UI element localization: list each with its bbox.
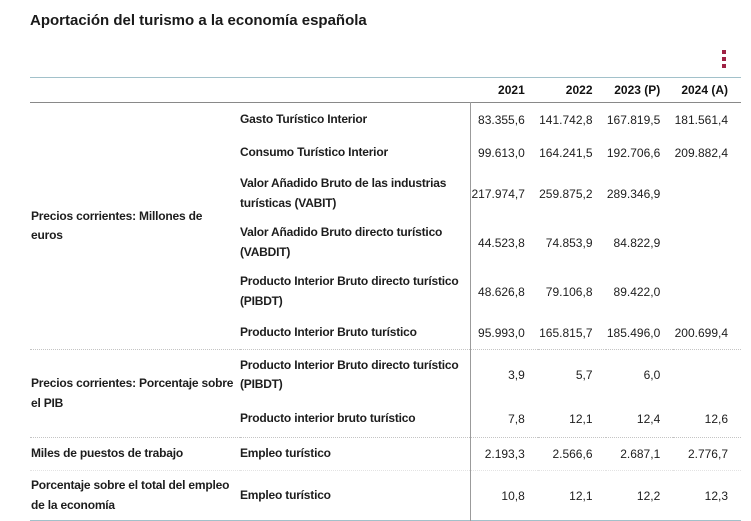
value-cell: 12,4 [636,411,661,426]
table-row: Valor Añadido Bruto de las industrias tu… [30,169,741,218]
group-label: Precios corrientes: Millones de euros [31,208,203,242]
row-label: Valor Añadido Bruto de las industrias tu… [240,176,447,210]
value-cell: 12,6 [704,411,728,426]
value-cell: 200.699,4 [674,325,728,340]
row-label: Empleo turístico [240,470,470,521]
group-label: Precios corrientes: Porcentaje sobre el … [30,349,240,438]
col-header-2023: 2023 (P) [614,83,661,97]
value-cell: 259.875,2 [539,186,593,201]
value-cell: 79.106,8 [545,284,593,299]
value-cell: 2.566,6 [537,437,606,471]
value-cell [673,218,741,267]
col-header-2021: 2021 [498,83,525,97]
data-table: 2021 2022 2023 (P) 2024 (A) Precios corr… [30,77,741,521]
value-cell: 12,1 [537,470,606,521]
row-label: Empleo turístico [240,437,470,471]
value-cell: 3,9 [469,349,538,400]
header-row: 2021 2022 2023 (P) 2024 (A) [30,77,741,103]
kebab-menu-icon[interactable] [716,47,732,71]
value-cell: 12,2 [605,470,674,521]
col-header-2022: 2022 [565,83,593,97]
row-label: Producto Interior Bruto turístico [240,324,417,339]
group-label: Miles de puestos de trabajo [30,437,240,471]
value-cell: 185.496,0 [606,325,661,340]
value-cell: 74.853,9 [545,235,593,250]
row-label: Producto Interior Bruto directo turístic… [240,274,459,308]
table-row: Consumo Turístico Interior 99.613,0 164.… [30,136,741,169]
row-label: Valor Añadido Bruto directo turístico (V… [240,225,443,259]
value-cell: 164.241,5 [539,145,593,160]
row-label: Producto Interior Bruto directo turístic… [240,349,470,400]
value-cell: 2.193,3 [469,437,538,471]
table-row: Miles de puestos de trabajo Empleo turís… [30,437,741,471]
row-label: Producto interior bruto turístico [240,410,416,425]
value-cell: 167.819,5 [606,112,661,127]
value-cell: 10,8 [469,470,538,521]
page-title: Aportación del turismo a la economía esp… [30,12,367,29]
value-cell: 6,0 [605,349,674,400]
table-row: Valor Añadido Bruto directo turístico (V… [30,218,741,267]
corner-cell [240,78,470,103]
table-row: Producto Interior Bruto directo turístic… [30,267,741,316]
value-cell: 141.742,8 [539,112,593,127]
value-cell: 5,7 [537,349,606,400]
value-cell: 181.561,4 [674,112,728,127]
value-cell: 44.523,8 [469,218,538,267]
value-cell: 95.993,0 [469,316,538,350]
row-label: Gasto Turístico Interior [240,111,367,126]
value-cell: 89.422,0 [613,284,661,299]
value-cell: 12,3 [673,470,741,521]
value-cell: 84.822,9 [613,235,661,250]
value-cell: 99.613,0 [469,136,538,169]
value-cell: 83.355,6 [469,102,538,136]
table-row: Porcentaje sobre el total del empleo de … [30,470,741,521]
table-row: Producto interior bruto turístico 7,8 12… [30,400,741,438]
kebab-dot [722,64,726,68]
data-table-wrapper: 2021 2022 2023 (P) 2024 (A) Precios corr… [30,77,741,521]
value-cell [673,267,741,316]
col-header-2024: 2024 (A) [681,83,728,97]
kebab-dot [722,57,726,61]
value-cell: 7,8 [469,400,538,438]
value-cell [673,169,741,218]
value-cell: 192.706,6 [606,145,661,160]
value-cell: 209.882,4 [674,145,728,160]
value-cell: 48.626,8 [469,267,538,316]
table-row: Precios corrientes: Millones de euros Ga… [30,102,741,242]
table-row: Producto Interior Bruto turístico 95.993… [30,316,741,350]
value-cell: 289.346,9 [606,186,661,201]
corner-cell [30,78,240,103]
kebab-dot [722,50,726,54]
row-label: Consumo Turístico Interior [240,144,388,159]
value-cell [673,349,741,400]
group-label: Porcentaje sobre el total del empleo de … [30,470,240,521]
table-row: Precios corrientes: Porcentaje sobre el … [30,349,741,438]
value-cell: 165.815,7 [539,325,593,340]
value-cell: 2.776,7 [673,437,741,471]
value-cell: 2.687,1 [605,437,674,471]
value-cell: 12,1 [569,411,593,426]
value-cell: 217.974,7 [469,169,538,218]
